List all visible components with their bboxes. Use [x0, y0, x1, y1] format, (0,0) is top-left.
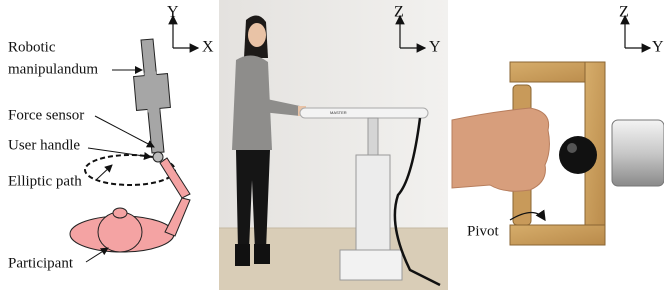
label: Force sensor: [8, 107, 84, 123]
setup-photo: Z Y MASTER: [219, 0, 448, 290]
figure: Y X Robotic manipulandum Force sensor Us…: [0, 0, 664, 290]
axis-label: Z: [394, 4, 404, 21]
handle-photo: Z Y Pivot: [452, 0, 664, 290]
label: Robotic: [8, 39, 56, 55]
device-label: MASTER: [330, 110, 347, 115]
label: Pivot: [467, 223, 500, 239]
axis-label: Z: [619, 4, 629, 21]
label: Elliptic path: [8, 173, 82, 189]
axis-label: Y: [652, 39, 664, 56]
label: User handle: [8, 137, 80, 153]
diagram-panel: Y X Robotic manipulandum Force sensor Us…: [8, 4, 214, 272]
axis-label: Y: [167, 4, 179, 21]
axis-label: X: [202, 39, 214, 56]
label: manipulandum: [8, 61, 98, 77]
label: Participant: [8, 255, 74, 271]
axis-label: Y: [429, 39, 441, 56]
